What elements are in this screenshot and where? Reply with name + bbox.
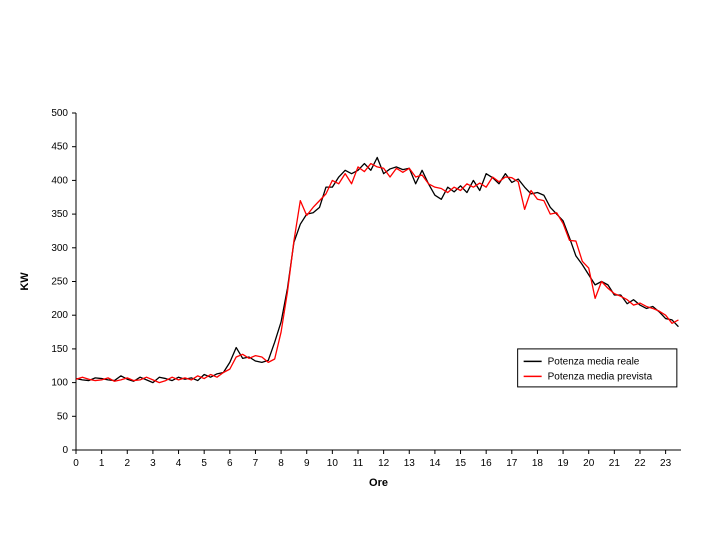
y-tick-label: 50 — [57, 411, 69, 422]
y-tick-label: 450 — [51, 142, 68, 153]
y-tick-label: 200 — [51, 310, 68, 321]
y-tick-label: 300 — [51, 243, 68, 254]
x-tick-label: 17 — [506, 458, 518, 469]
x-tick-label: 8 — [278, 458, 284, 469]
x-tick-label: 5 — [201, 458, 207, 469]
x-tick-label: 18 — [532, 458, 544, 469]
x-tick-label: 6 — [227, 458, 233, 469]
y-tick-label: 500 — [51, 108, 68, 119]
y-tick-label: 0 — [62, 445, 68, 456]
x-tick-label: 11 — [353, 458, 364, 469]
x-axis-label: Ore — [369, 477, 388, 489]
x-tick-label: 12 — [378, 458, 390, 469]
x-tick-label: 7 — [253, 458, 259, 469]
chart-svg: 0501001502002503003504004505000123456789… — [0, 0, 708, 537]
y-tick-label: 250 — [51, 277, 68, 288]
x-tick-label: 1 — [99, 458, 105, 469]
x-tick-label: 20 — [583, 458, 595, 469]
x-tick-label: 16 — [481, 458, 493, 469]
x-tick-label: 10 — [327, 458, 339, 469]
line-chart: 0501001502002503003504004505000123456789… — [0, 0, 708, 537]
y-axis-label: KW — [19, 272, 31, 291]
x-tick-label: 19 — [558, 458, 570, 469]
x-tick-label: 3 — [150, 458, 156, 469]
legend-label: Potenza media prevista — [548, 371, 653, 382]
x-tick-label: 22 — [634, 458, 646, 469]
legend-label: Potenza media reale — [548, 356, 640, 367]
x-tick-label: 9 — [304, 458, 310, 469]
x-tick-label: 21 — [609, 458, 621, 469]
x-tick-label: 4 — [176, 458, 182, 469]
chart-background — [0, 0, 708, 537]
x-tick-label: 13 — [404, 458, 416, 469]
x-tick-label: 23 — [660, 458, 672, 469]
x-tick-label: 0 — [73, 458, 79, 469]
x-tick-label: 14 — [429, 458, 441, 469]
x-tick-label: 2 — [124, 458, 130, 469]
y-tick-label: 400 — [51, 175, 68, 186]
y-tick-label: 350 — [51, 209, 68, 220]
y-tick-label: 150 — [51, 344, 68, 355]
x-tick-label: 15 — [455, 458, 467, 469]
y-tick-label: 100 — [51, 378, 68, 389]
